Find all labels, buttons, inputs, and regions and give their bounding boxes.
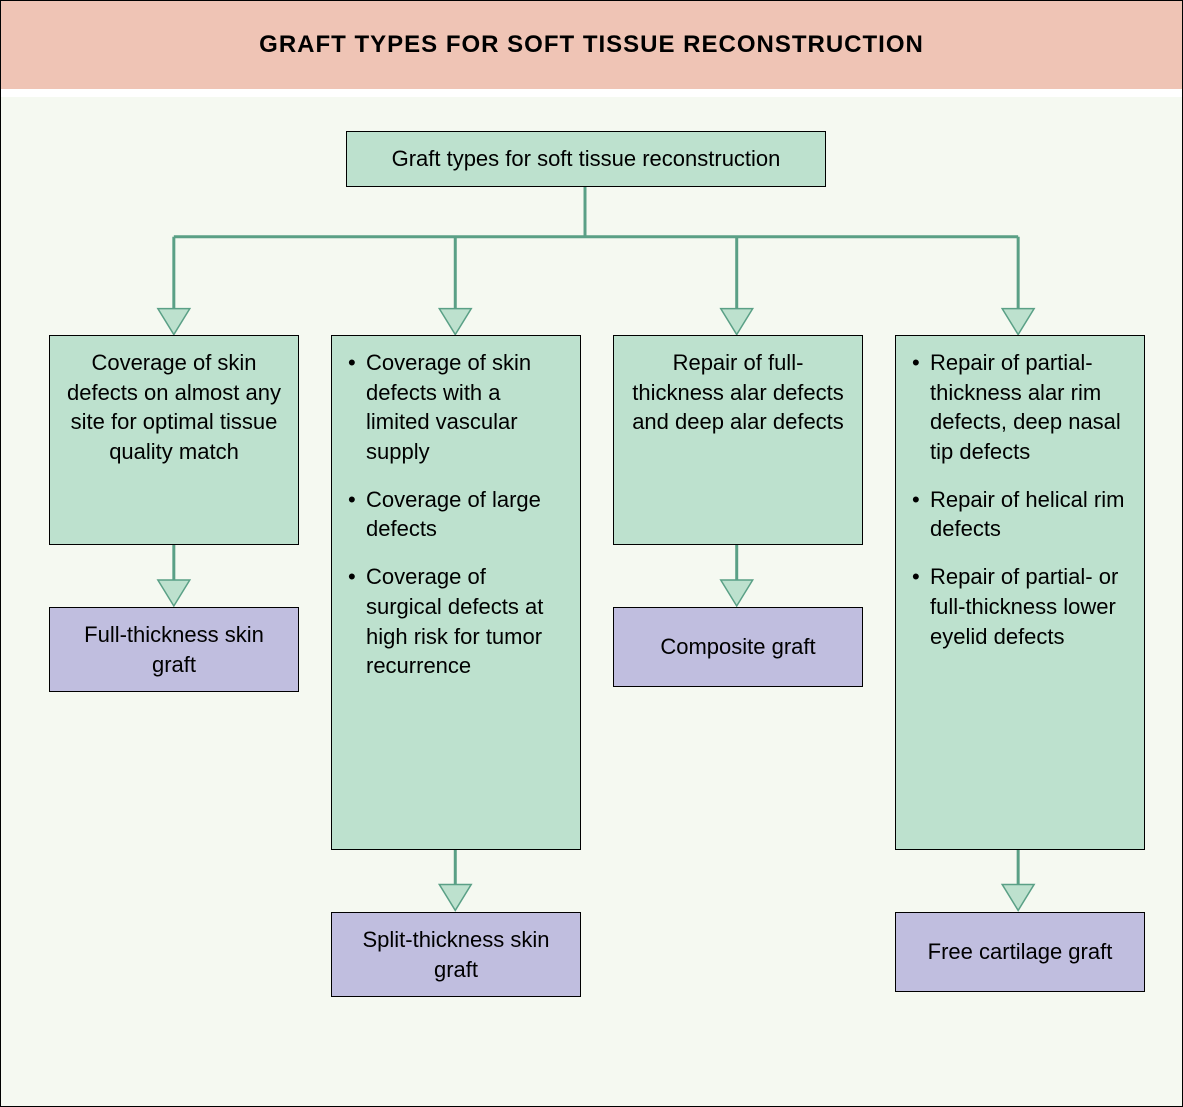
diagram-container: GRAFT TYPES FOR SOFT TISSUE RECONSTRUCTI…: [0, 0, 1183, 1107]
bullet-item: Repair of partial-thickness alar rim def…: [912, 348, 1128, 467]
result-box-4: Free cartilage graft: [895, 912, 1145, 992]
root-node: Graft types for soft tissue reconstructi…: [346, 131, 826, 187]
bullet-item: Coverage of surgical defects at high ris…: [348, 562, 564, 681]
result-box-1: Full-thickness skin graft: [49, 607, 299, 692]
description-box-1: Coverage of skin defects on almost any s…: [49, 335, 299, 545]
result-box-3: Composite graft: [613, 607, 863, 687]
description-box-3: Repair of full-thickness alar defects an…: [613, 335, 863, 545]
description-box-2: Coverage of skin defects with a limited …: [331, 335, 581, 850]
bullet-item: Coverage of skin defects with a limited …: [348, 348, 564, 467]
result-box-2: Split-thickness skin graft: [331, 912, 581, 997]
bullet-item: Repair of partial- or full-thickness low…: [912, 562, 1128, 651]
diagram-body: Graft types for soft tissue reconstructi…: [1, 97, 1182, 1106]
bullet-item: Coverage of large defects: [348, 485, 564, 544]
diagram-header: GRAFT TYPES FOR SOFT TISSUE RECONSTRUCTI…: [1, 1, 1182, 89]
description-box-4: Repair of partial-thickness alar rim def…: [895, 335, 1145, 850]
bullet-item: Repair of helical rim defects: [912, 485, 1128, 544]
